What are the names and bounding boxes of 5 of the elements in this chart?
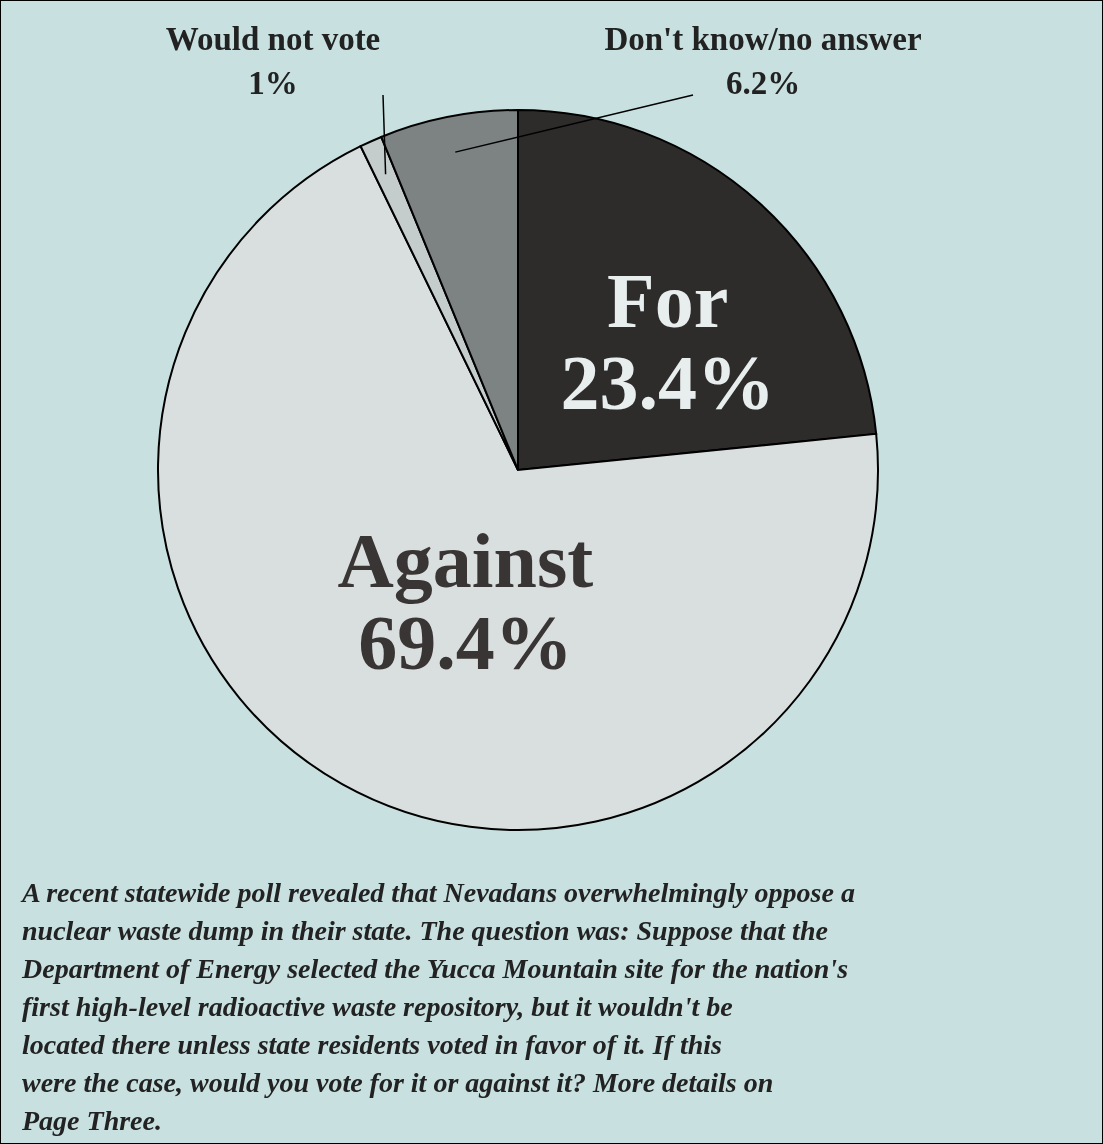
slice-label: Don't know/no answer	[604, 21, 922, 57]
data-label: 6.2%	[725, 65, 801, 101]
data-label: 1%	[248, 65, 298, 101]
text: A recent statewide poll revealed that Nevadans overwhelmingly oppose a nuclear waste dump in their state. The question was: Suppose that the Department of Energy selected the Yucca Mountain site for the nation's first high-level radioactive waste repository, but it wouldn't be located there unless state residents voted in favor of it. If this were the case, would you vote for it or against it? More details on Page Three.	[20, 877, 855, 1136]
slice-label: Would not vote	[165, 21, 381, 57]
